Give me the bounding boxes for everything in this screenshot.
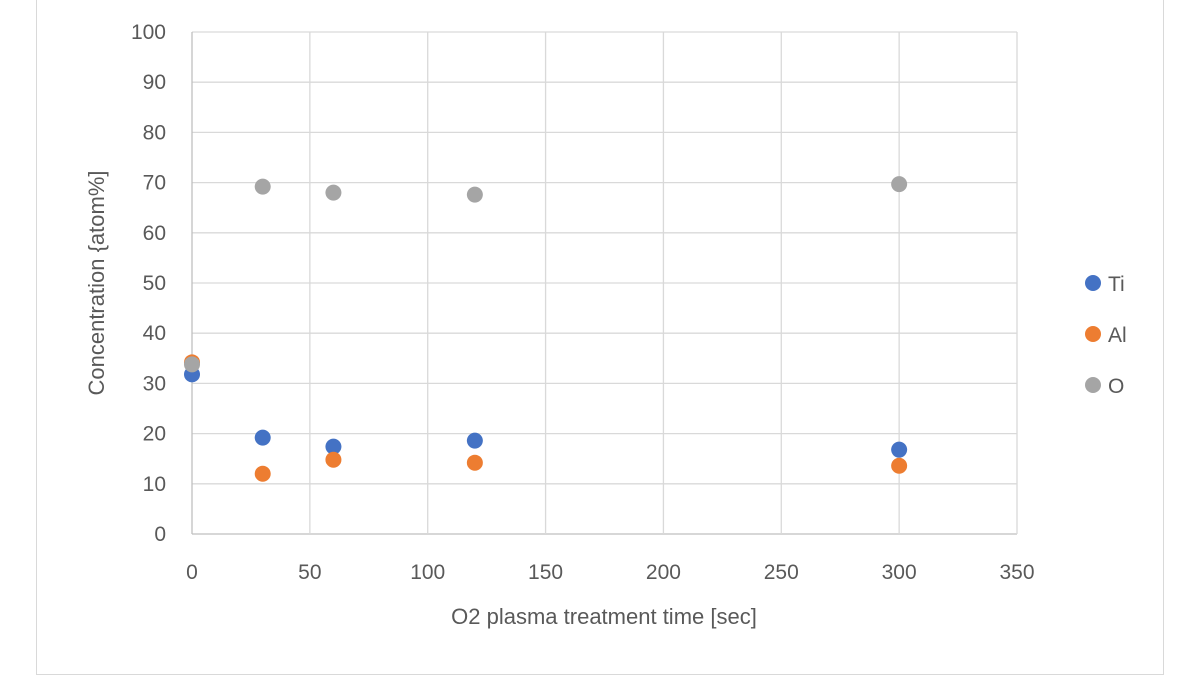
legend-marker-o [1085, 377, 1101, 393]
data-point-ti [254, 429, 271, 446]
x-tick-label: 50 [298, 561, 321, 584]
x-tick-label: 300 [882, 561, 917, 584]
data-point-o [466, 186, 483, 203]
data-point-ti [325, 438, 342, 455]
y-tick-label: 30 [143, 372, 166, 395]
series-o [184, 176, 908, 373]
y-axis-title: Concentration {atom%] [84, 170, 109, 395]
y-tick-label: 40 [143, 322, 166, 345]
data-point-ti [466, 432, 483, 449]
x-tick-label: 250 [764, 561, 799, 584]
data-point-ti [891, 441, 908, 458]
y-tick-label: 10 [143, 473, 166, 496]
data-point-o [184, 356, 200, 373]
data-points [184, 176, 908, 482]
data-point-o [254, 178, 271, 195]
y-tick-label: 50 [143, 272, 166, 295]
data-point-o [325, 184, 342, 201]
x-tick-label: 350 [999, 561, 1034, 584]
x-tick-label: 100 [410, 561, 445, 584]
legend-label-ti: Ti [1108, 273, 1125, 296]
legend-label-al: Al [1108, 324, 1127, 347]
x-tick-label: 150 [528, 561, 563, 584]
series-ti [184, 366, 908, 458]
legend-marker-al [1085, 326, 1101, 342]
y-tick-label: 90 [143, 71, 166, 94]
y-tick-label: 20 [143, 423, 166, 446]
legend-label-o: O [1108, 375, 1124, 398]
legend: Ti Al O [1085, 273, 1127, 398]
y-tick-label: 60 [143, 222, 166, 245]
data-point-al [254, 465, 271, 482]
y-tick-label: 0 [154, 523, 166, 546]
x-axis-title: O2 plasma treatment time [sec] [451, 604, 757, 629]
y-tick-label: 80 [143, 121, 166, 144]
legend-marker-ti [1085, 275, 1101, 291]
data-point-o [891, 176, 908, 193]
data-point-al [325, 451, 342, 468]
x-tick-label: 200 [646, 561, 681, 584]
chart-frame [36, 0, 1164, 675]
data-point-al [891, 457, 908, 474]
tick-labels: 0 10 20 30 40 50 60 70 80 90 100 0 50 100 150 200 250 300… [131, 21, 1035, 584]
y-tick-label: 100 [131, 21, 166, 44]
x-tick-label: 0 [186, 561, 198, 584]
data-point-al [466, 454, 483, 471]
y-tick-label: 70 [143, 172, 166, 195]
grid-lines [191, 31, 1018, 535]
